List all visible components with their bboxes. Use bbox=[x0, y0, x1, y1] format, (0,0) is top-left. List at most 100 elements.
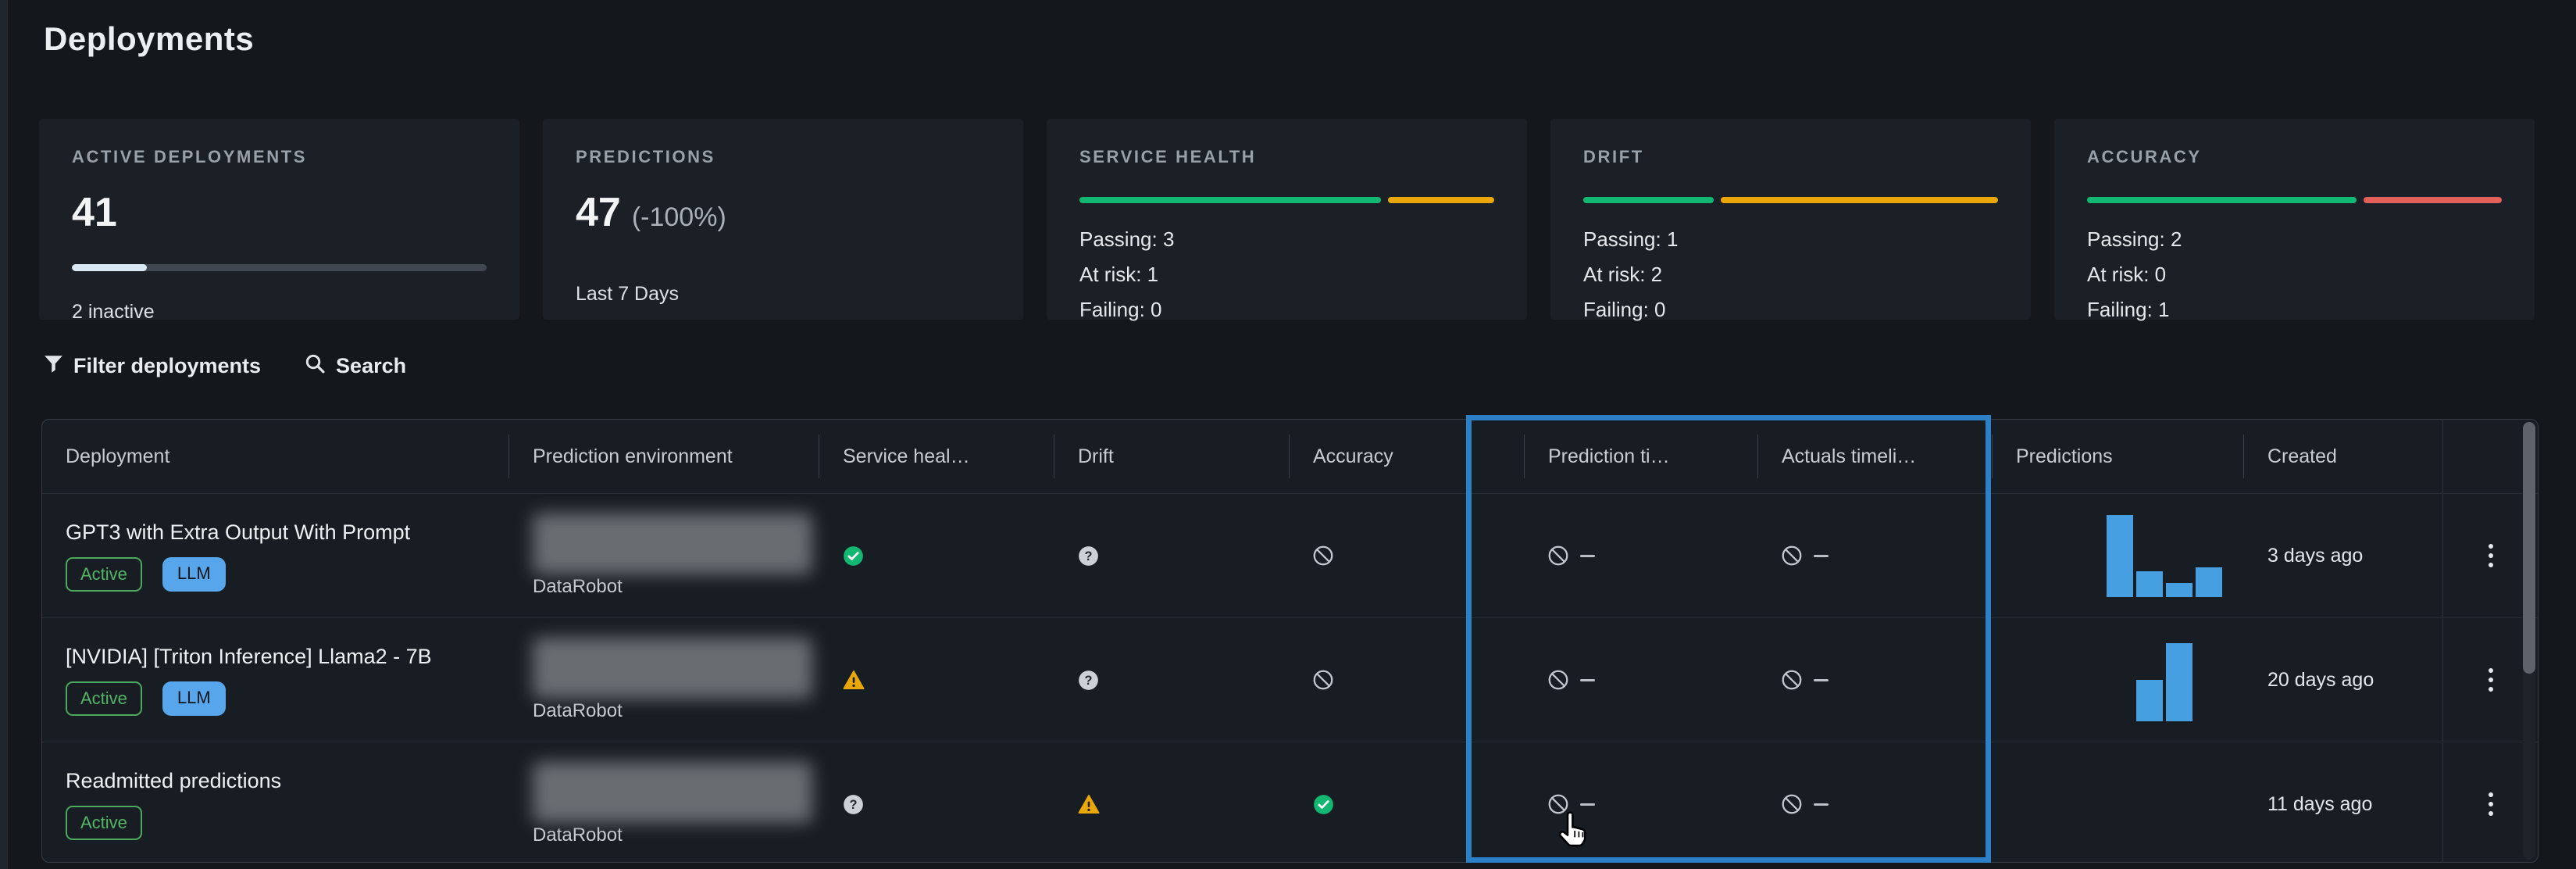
not-available-icon[interactable] bbox=[1548, 545, 1568, 566]
at-risk-warning-icon[interactable] bbox=[843, 670, 865, 690]
page-left-edge bbox=[0, 0, 8, 869]
card-service-health: SERVICE HEALTH Passing: 3 At risk: 1 Fai… bbox=[1047, 119, 1527, 321]
table-row[interactable]: GPT3 with Extra Output With Prompt Active… bbox=[42, 493, 2538, 617]
row-menu-kebab-icon[interactable] bbox=[2481, 785, 2501, 824]
created-cell: 20 days ago bbox=[2243, 618, 2442, 742]
table-row[interactable]: Readmitted predictions Active DataRobot? 11… bbox=[42, 742, 2538, 862]
sparkline-slot bbox=[2136, 680, 2163, 721]
deployment-badges: Active bbox=[66, 805, 142, 840]
active-badge: Active bbox=[66, 805, 142, 840]
drift-cell bbox=[1054, 742, 1289, 862]
active-deployments-count: 41 bbox=[72, 190, 117, 235]
card-label: DRIFT bbox=[1583, 147, 1644, 166]
not-available-icon[interactable] bbox=[1548, 670, 1568, 690]
row-menu-kebab-icon[interactable] bbox=[2481, 660, 2501, 699]
environment-platform: DataRobot bbox=[533, 824, 623, 846]
redacted-environment-value bbox=[533, 638, 812, 699]
deployment-cell: GPT3 with Extra Output With Prompt Active… bbox=[42, 494, 508, 617]
inactive-count: 2 inactive bbox=[72, 301, 155, 323]
predictions-count: 47 (-100%) bbox=[576, 192, 990, 233]
passing-count: Passing: 3 bbox=[1079, 227, 1175, 251]
column-header-prediction-timeliness[interactable]: Prediction ti… bbox=[1524, 420, 1757, 493]
card-label: ACTIVE DEPLOYMENTS bbox=[72, 147, 308, 166]
sparkline-slot bbox=[2107, 515, 2133, 597]
column-header-actions bbox=[2442, 420, 2538, 493]
progress-fill bbox=[72, 264, 147, 271]
failing-count: Failing: 0 bbox=[1583, 298, 1666, 321]
column-header-accuracy[interactable]: Accuracy bbox=[1289, 420, 1524, 493]
filter-deployments-label: Filter deployments bbox=[73, 353, 262, 377]
deployment-name[interactable]: [NVIDIA] [Triton Inference] Llama2 - 7B bbox=[66, 644, 432, 668]
status-segment-passing bbox=[1079, 197, 1382, 203]
deployment-badges: Active LLM bbox=[66, 681, 226, 716]
passing-check-icon[interactable] bbox=[843, 545, 864, 567]
empty-value-dash bbox=[1580, 678, 1595, 681]
created-cell: 3 days ago bbox=[2243, 494, 2442, 617]
sparkline-bar bbox=[2196, 567, 2222, 597]
redacted-environment-value bbox=[533, 513, 812, 574]
filter-bar: Filter deployments Search bbox=[44, 350, 406, 381]
unknown-status-icon[interactable]: ? bbox=[1078, 545, 1099, 567]
llm-badge: LLM bbox=[162, 681, 226, 716]
sparkline-slot bbox=[2166, 583, 2192, 597]
column-header-actuals-timeliness[interactable]: Actuals timeli… bbox=[1757, 420, 1992, 493]
deployment-name[interactable]: GPT3 with Extra Output With Prompt bbox=[66, 520, 411, 544]
predictions-delta: (-100%) bbox=[631, 202, 726, 232]
prediction-timeliness-cell bbox=[1524, 618, 1757, 742]
prediction-timeliness-cell bbox=[1524, 742, 1757, 862]
column-header-predictions[interactable]: Predictions bbox=[1992, 420, 2243, 493]
service-health-status-bar bbox=[1079, 197, 1494, 203]
accuracy-cell bbox=[1289, 618, 1524, 742]
card-predictions: PREDICTIONS 47 (-100%) Last 7 Days bbox=[543, 119, 1023, 320]
actions-cell bbox=[2442, 494, 2538, 617]
not-available-icon[interactable] bbox=[1782, 545, 1802, 566]
empty-value-dash bbox=[1814, 678, 1829, 681]
predictions-cell bbox=[1992, 494, 2243, 617]
search-button[interactable]: Search bbox=[305, 353, 406, 378]
not-available-icon[interactable] bbox=[1548, 794, 1568, 814]
not-available-icon[interactable] bbox=[1313, 670, 1333, 690]
not-available-icon[interactable] bbox=[1313, 545, 1333, 566]
page-title: Deployments bbox=[44, 20, 255, 57]
sparkline-bar bbox=[2166, 643, 2192, 721]
column-header-deployment[interactable]: Deployment bbox=[66, 445, 170, 467]
predictions-range: Last 7 Days bbox=[576, 283, 680, 305]
at-risk-warning-icon[interactable] bbox=[1078, 794, 1100, 814]
card-drift: DRIFT Passing: 1 At risk: 2 Failing: 0 bbox=[1550, 119, 2031, 321]
deployment-name[interactable]: Readmitted predictions bbox=[66, 768, 282, 792]
passing-check-icon[interactable] bbox=[1313, 794, 1334, 815]
prediction-environment-cell: DataRobot bbox=[508, 742, 819, 862]
service-health-counts: Passing: 3 At risk: 1 Failing: 0 bbox=[1079, 222, 1494, 327]
sparkline-bar bbox=[2107, 515, 2133, 597]
environment-platform: DataRobot bbox=[533, 576, 623, 597]
table-row[interactable]: [NVIDIA] [Triton Inference] Llama2 - 7B A… bbox=[42, 617, 2538, 742]
at-risk-count: At risk: 1 bbox=[1079, 263, 1159, 286]
status-segment-at-risk bbox=[1721, 197, 1998, 203]
predictions-cell bbox=[1992, 742, 2243, 862]
passing-count: Passing: 2 bbox=[2087, 227, 2182, 251]
predictions-sparkline-chart bbox=[2018, 514, 2222, 597]
filter-deployments-button[interactable]: Filter deployments bbox=[44, 354, 261, 378]
prediction-timeliness-cell bbox=[1524, 494, 1757, 617]
empty-value-dash bbox=[1580, 554, 1595, 557]
sparkline-bar bbox=[2166, 583, 2192, 597]
search-icon bbox=[305, 353, 326, 378]
column-header-prediction-environment[interactable]: Prediction environment bbox=[508, 420, 819, 493]
accuracy-cell bbox=[1289, 494, 1524, 617]
column-header-created[interactable]: Created bbox=[2243, 420, 2442, 493]
service-health-cell bbox=[819, 618, 1054, 742]
column-header-drift[interactable]: Drift bbox=[1054, 420, 1289, 493]
card-label: PREDICTIONS bbox=[576, 147, 715, 166]
not-available-icon[interactable] bbox=[1782, 670, 1802, 690]
unknown-status-icon[interactable]: ? bbox=[1078, 670, 1099, 691]
sparkline-slot bbox=[2166, 643, 2192, 721]
table-body: GPT3 with Extra Output With Prompt Active… bbox=[42, 493, 2538, 862]
row-menu-kebab-icon[interactable] bbox=[2481, 536, 2501, 575]
column-header-service-health[interactable]: Service heal… bbox=[819, 420, 1054, 493]
created-cell: 11 days ago bbox=[2243, 742, 2442, 862]
table-scrollbar-thumb[interactable] bbox=[2523, 422, 2535, 674]
unknown-status-icon[interactable]: ? bbox=[843, 794, 864, 815]
service-health-cell: ? bbox=[819, 742, 1054, 862]
not-available-icon[interactable] bbox=[1782, 794, 1802, 814]
service-health-cell bbox=[819, 494, 1054, 617]
